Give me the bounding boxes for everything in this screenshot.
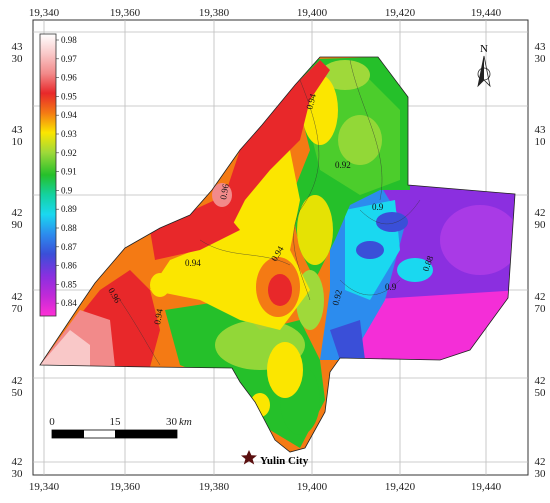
scale-bar-segment bbox=[52, 430, 84, 438]
contour-label: 0.9 bbox=[372, 202, 384, 212]
contour-label: 0.9 bbox=[385, 282, 397, 292]
top-tick-label: 19,400 bbox=[297, 7, 328, 19]
right-tick-label: 42 bbox=[535, 456, 546, 468]
contour-label: 0.92 bbox=[335, 160, 351, 170]
north-arrow: N bbox=[477, 43, 491, 88]
right-tick-label: 50 bbox=[535, 387, 547, 399]
bottom-tick-label: 19,400 bbox=[297, 481, 328, 493]
legend-value-label: 0.88 bbox=[61, 223, 77, 233]
contour-labels: 0.94 0.92 0.96 0.94 0.94 0.9 0.88 0.92 0… bbox=[106, 92, 435, 325]
contour-label: 0.94 bbox=[152, 308, 165, 326]
legend-value-label: 0.93 bbox=[61, 129, 77, 139]
left-tick-label: 42 bbox=[12, 375, 23, 387]
legend-value-label: 0.84 bbox=[61, 298, 77, 308]
left-tick-label: 42 bbox=[12, 207, 23, 219]
left-tick-label: 50 bbox=[12, 387, 24, 399]
legend: 0.98 0.97 0.96 0.95 0.94 0.93 0.92 0.91 0.9 0.89 0… bbox=[39, 33, 77, 317]
legend-value-label: 0.95 bbox=[61, 91, 77, 101]
scale-label-15: 15 bbox=[110, 416, 122, 428]
top-tick-label: 19,360 bbox=[110, 7, 141, 19]
left-tick-label: 42 bbox=[12, 456, 23, 468]
left-tick-label: 43 bbox=[12, 41, 24, 53]
right-tick-label: 30 bbox=[535, 53, 547, 65]
contour-label: 0.92 bbox=[330, 289, 344, 307]
left-tick-label: 30 bbox=[12, 53, 24, 65]
right-tick-label: 90 bbox=[535, 219, 547, 231]
top-tick-label: 19,440 bbox=[471, 7, 502, 19]
bottom-tick-labels: 19,340 19,360 19,380 19,400 19,420 19,44… bbox=[29, 481, 502, 493]
top-tick-label: 19,420 bbox=[385, 7, 416, 19]
scale-label-0: 0 bbox=[49, 416, 55, 428]
bottom-tick-label: 19,360 bbox=[110, 481, 141, 493]
scale-bar: 0 15 30 km bbox=[49, 416, 192, 439]
right-tick-label: 30 bbox=[535, 468, 547, 480]
contour-lines bbox=[119, 59, 421, 366]
north-arrow-ring bbox=[477, 67, 491, 81]
right-tick-label: 42 bbox=[535, 207, 546, 219]
legend-value-label: 0.98 bbox=[61, 35, 77, 45]
left-tick-label: 90 bbox=[12, 219, 24, 231]
region-outline bbox=[39, 56, 516, 453]
city-label: Yulin City bbox=[260, 455, 309, 467]
legend-value-label: 0.85 bbox=[61, 279, 77, 289]
city-marker: Yulin City bbox=[241, 450, 309, 467]
left-tick-label: 10 bbox=[12, 136, 24, 148]
left-tick-label: 43 bbox=[12, 124, 24, 136]
legend-value-label: 0.91 bbox=[61, 167, 77, 177]
right-tick-label: 10 bbox=[535, 136, 547, 148]
star-icon bbox=[241, 450, 257, 465]
top-tick-labels: 19,340 19,360 19,380 19,400 19,420 19,44… bbox=[29, 7, 502, 19]
legend-value-label: 0.97 bbox=[61, 54, 77, 64]
legend-value-label: 0.96 bbox=[61, 73, 77, 83]
right-tick-label: 43 bbox=[535, 41, 547, 53]
scale-unit: km bbox=[179, 416, 192, 428]
legend-value-label: 0.86 bbox=[61, 261, 77, 271]
contour-label: 0.94 bbox=[185, 258, 201, 268]
legend-value-label: 0.89 bbox=[61, 204, 77, 214]
bottom-tick-label: 19,440 bbox=[471, 481, 502, 493]
right-tick-labels: 43 30 43 10 42 90 42 70 42 50 42 30 bbox=[535, 41, 547, 480]
bottom-tick-label: 19,420 bbox=[385, 481, 416, 493]
map-frame bbox=[32, 19, 529, 476]
legend-value-label: 0.87 bbox=[61, 242, 77, 252]
left-tick-label: 42 bbox=[12, 291, 23, 303]
bottom-tick-label: 19,340 bbox=[29, 481, 60, 493]
scale-bar-segment bbox=[115, 430, 177, 438]
legend-value-label: 0.94 bbox=[61, 110, 77, 120]
top-tick-label: 19,380 bbox=[199, 7, 230, 19]
north-arrow-label: N bbox=[480, 43, 488, 55]
legend-value-label: 0.92 bbox=[61, 148, 77, 158]
top-tick-label: 19,340 bbox=[29, 7, 60, 19]
legend-color-bar bbox=[39, 33, 57, 317]
right-tick-label: 70 bbox=[535, 303, 547, 315]
right-tick-label: 42 bbox=[535, 375, 546, 387]
right-tick-label: 43 bbox=[535, 124, 547, 136]
contour-label: 0.94 bbox=[304, 92, 318, 110]
contour-label: 0.96 bbox=[218, 183, 231, 201]
legend-labels: 0.98 0.97 0.96 0.95 0.94 0.93 0.92 0.91 0.9 0.89 0… bbox=[56, 35, 77, 308]
left-tick-label: 30 bbox=[12, 468, 24, 480]
bottom-tick-label: 19,380 bbox=[199, 481, 230, 493]
legend-value-label: 0.9 bbox=[61, 185, 73, 195]
left-tick-labels: 43 30 43 10 42 90 42 70 42 50 42 30 bbox=[12, 41, 24, 480]
right-tick-label: 42 bbox=[535, 291, 546, 303]
left-tick-label: 70 bbox=[12, 303, 24, 315]
scale-label-30: 30 bbox=[166, 416, 178, 428]
